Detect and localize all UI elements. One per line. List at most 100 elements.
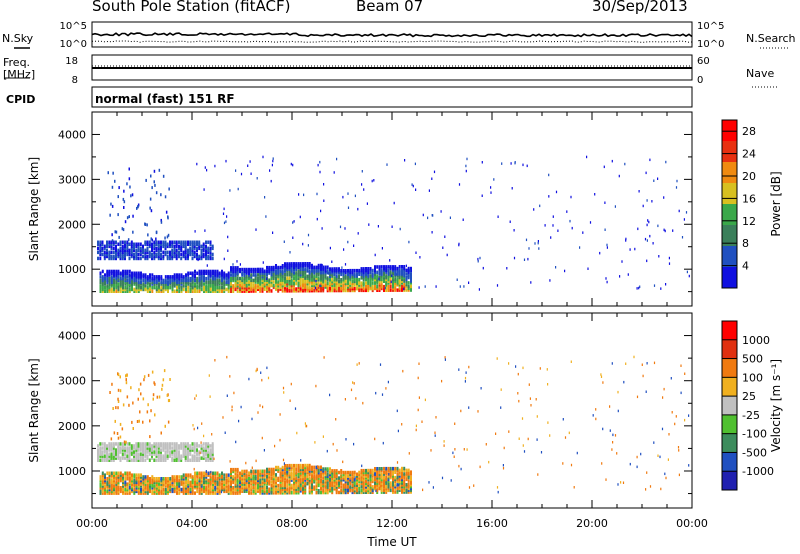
heatmap-cell <box>415 424 417 428</box>
heatmap-cell <box>122 487 124 492</box>
y-tick-label: 2000 <box>58 420 86 433</box>
heatmap-cell <box>250 487 253 492</box>
heatmap-cell <box>203 480 205 485</box>
heatmap-cell <box>636 455 638 459</box>
heatmap-cell <box>387 474 390 478</box>
heatmap-cell <box>281 269 284 273</box>
heatmap-cell <box>302 287 304 291</box>
heatmap-cell <box>137 473 140 477</box>
heatmap-cell <box>304 283 307 288</box>
heatmap-cell <box>389 274 392 278</box>
heatmap-cell <box>335 472 338 477</box>
colorbar-segment <box>722 452 737 472</box>
heatmap-cell <box>394 479 397 483</box>
heatmap-cell <box>160 282 163 286</box>
heatmap-cell <box>394 477 397 482</box>
heatmap-cell <box>146 250 149 255</box>
heatmap-cell <box>115 289 118 293</box>
heatmap-cell <box>243 273 246 277</box>
heatmap-cell <box>522 163 524 167</box>
heatmap-cell <box>154 183 156 187</box>
heatmap-cell <box>605 478 607 481</box>
heatmap-cell <box>479 465 481 469</box>
heatmap-cell <box>196 482 199 486</box>
heatmap-cell <box>126 489 129 494</box>
heatmap-cell <box>133 244 135 249</box>
heatmap-cell <box>302 272 304 277</box>
heatmap-cell <box>369 274 372 278</box>
heatmap-cell <box>304 487 307 491</box>
heatmap-cell <box>259 482 262 486</box>
heatmap-cell <box>304 272 307 277</box>
heatmap-cell <box>381 393 384 396</box>
heatmap-cell <box>142 273 145 277</box>
heatmap-cell <box>250 278 253 283</box>
heatmap-cell <box>167 285 169 290</box>
heatmap-cell <box>257 478 259 483</box>
heatmap-cell <box>343 248 345 251</box>
heatmap-cell <box>115 448 117 452</box>
heatmap-cell <box>144 454 147 458</box>
heatmap-cell <box>196 444 198 448</box>
heatmap-cell <box>402 369 404 373</box>
heatmap-cell <box>155 478 158 483</box>
heatmap-cell <box>378 485 381 489</box>
heatmap-cell <box>230 491 232 495</box>
heatmap-cell <box>257 269 259 273</box>
heatmap-cell <box>387 265 390 269</box>
heatmap-cell <box>176 486 178 490</box>
heatmap-cell <box>234 275 237 279</box>
heatmap-cell <box>322 490 325 495</box>
heatmap-cell <box>144 242 147 246</box>
heatmap-cell <box>375 489 377 493</box>
heatmap-cell <box>302 283 304 288</box>
heatmap-cell <box>111 239 114 243</box>
heatmap-cell <box>191 240 194 244</box>
heatmap-cell <box>431 214 433 217</box>
heatmap-cell <box>171 284 174 288</box>
heatmap-cell <box>133 242 135 246</box>
heatmap-cell <box>131 420 133 424</box>
heatmap-cell <box>353 483 356 487</box>
heatmap-cell <box>322 483 325 488</box>
heatmap-cell <box>148 450 151 454</box>
heatmap-cell <box>193 444 196 448</box>
heatmap-cell <box>317 474 320 479</box>
heatmap-cell <box>144 240 147 244</box>
heatmap-cell <box>324 470 327 475</box>
heatmap-cell <box>133 478 136 483</box>
heatmap-cell <box>167 420 170 424</box>
heatmap-cell <box>284 487 286 491</box>
heatmap-cell <box>180 475 183 479</box>
heatmap-cell <box>401 475 403 480</box>
heatmap-cell <box>270 289 273 293</box>
heatmap-cell <box>214 284 217 288</box>
heatmap-cell <box>396 490 399 494</box>
heatmap-cell <box>241 284 244 288</box>
heatmap-cell <box>149 477 151 481</box>
heatmap-cell <box>207 284 210 288</box>
heatmap-cell <box>155 446 158 450</box>
heatmap-cell <box>418 396 420 399</box>
heatmap-cell <box>317 480 320 484</box>
heatmap-cell <box>342 279 345 284</box>
heatmap-cell <box>214 289 217 293</box>
heatmap-cell <box>675 186 678 189</box>
heatmap-cell <box>313 271 316 275</box>
heatmap-cell <box>227 287 230 292</box>
heatmap-cell <box>315 384 317 388</box>
colorbar-segment <box>722 339 737 360</box>
heatmap-cell <box>250 475 253 479</box>
heatmap-cell <box>268 289 271 293</box>
heatmap-cell <box>109 213 111 217</box>
heatmap-cell <box>338 267 340 271</box>
heatmap-cell <box>196 456 198 460</box>
heatmap-cell <box>241 475 244 479</box>
heatmap-cell <box>410 490 412 494</box>
heatmap-cell <box>230 289 232 293</box>
heatmap-cell <box>213 457 215 461</box>
heatmap-cell <box>223 257 225 261</box>
heatmap-cell <box>266 273 268 277</box>
heatmap-cell <box>401 272 403 276</box>
heatmap-cell <box>376 485 379 489</box>
